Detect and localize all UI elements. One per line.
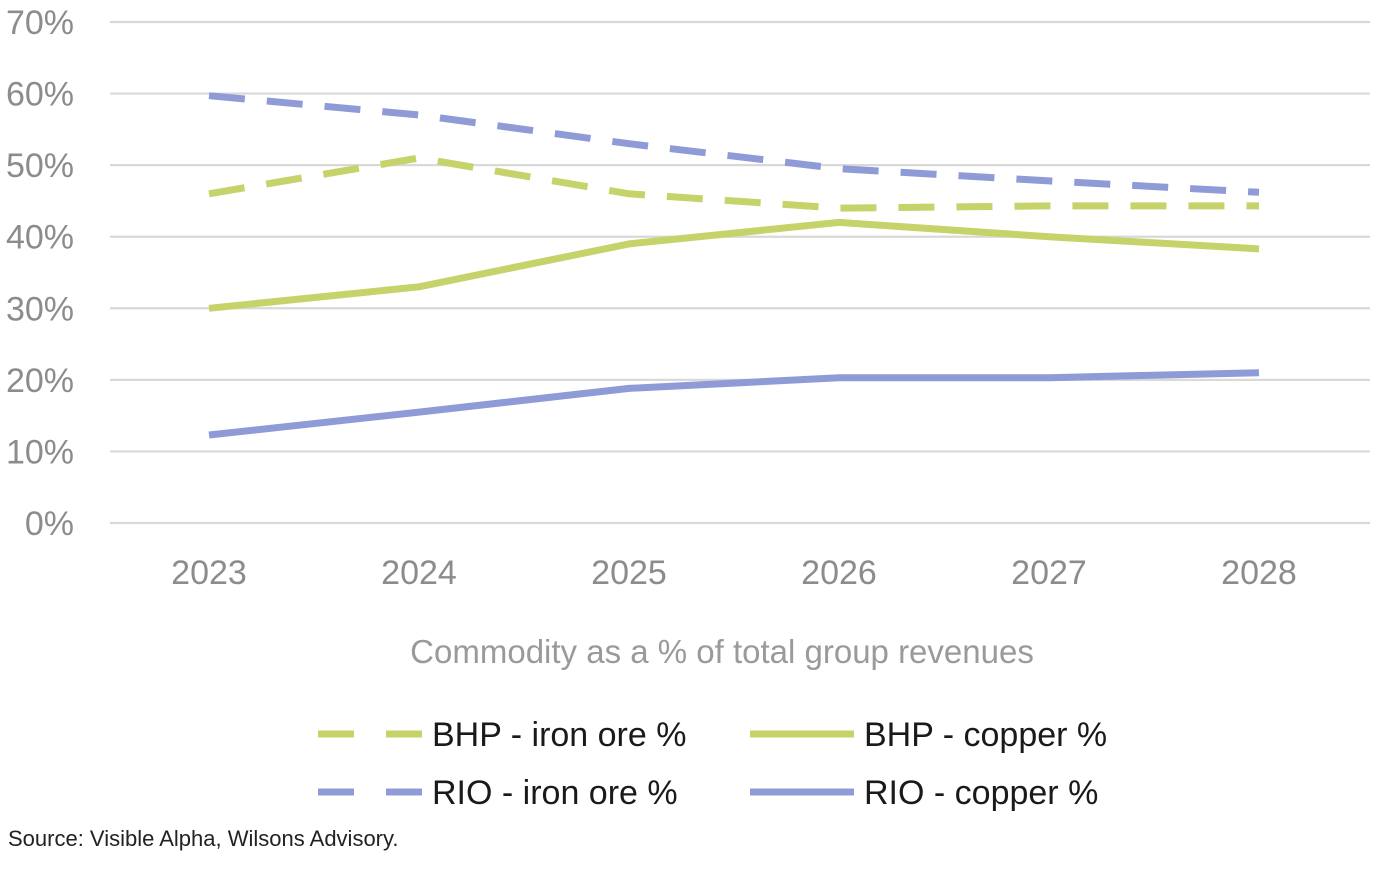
legend: BHP - iron ore % BHP - copper % RIO - iron… (318, 716, 1107, 812)
y-tick-label: 50% (6, 147, 74, 185)
y-tick-label: 60% (6, 76, 74, 114)
series-line-3 (208, 92, 1260, 196)
legend-label: RIO - copper % (864, 774, 1098, 812)
series-line-1 (208, 154, 1259, 212)
y-tick-label: 40% (6, 219, 74, 257)
series-lines (208, 92, 1260, 439)
series-line-2 (208, 218, 1260, 312)
y-tick-label: 70% (6, 4, 74, 42)
y-axis-ticks: 0% 10% 20% 30% 40% 50% 60% 70% (6, 4, 74, 543)
y-tick-label: 0% (25, 505, 74, 543)
y-tick-label: 30% (6, 290, 74, 328)
x-axis-title: Commodity as a % of total group revenues (410, 633, 1034, 670)
legend-item: BHP - copper % (750, 716, 1107, 754)
x-tick-label: 2027 (1011, 554, 1087, 592)
y-tick-label: 20% (6, 362, 74, 400)
source-note: Source: Visible Alpha, Wilsons Advisory. (8, 826, 399, 851)
x-tick-label: 2025 (591, 554, 667, 592)
y-tick-label: 10% (6, 433, 74, 471)
line-chart: 0% 10% 20% 30% 40% 50% 60% 70% 2023 2024 2025 2026… (6, 4, 1370, 812)
x-tick-label: 2023 (171, 554, 247, 592)
x-tick-label: 2028 (1221, 554, 1297, 592)
legend-label: BHP - iron ore % (432, 716, 686, 754)
legend-label: BHP - copper % (864, 716, 1107, 754)
x-tick-label: 2026 (801, 554, 877, 592)
gridlines (110, 20, 1370, 525)
x-tick-label: 2024 (381, 554, 457, 592)
legend-item: RIO - copper % (750, 774, 1098, 812)
series-line-4 (208, 369, 1260, 439)
legend-item: BHP - iron ore % (318, 716, 686, 754)
x-axis-ticks: 2023 2024 2025 2026 2027 2028 (171, 554, 1297, 592)
legend-item: RIO - iron ore % (318, 774, 678, 812)
legend-label: RIO - iron ore % (432, 774, 678, 812)
